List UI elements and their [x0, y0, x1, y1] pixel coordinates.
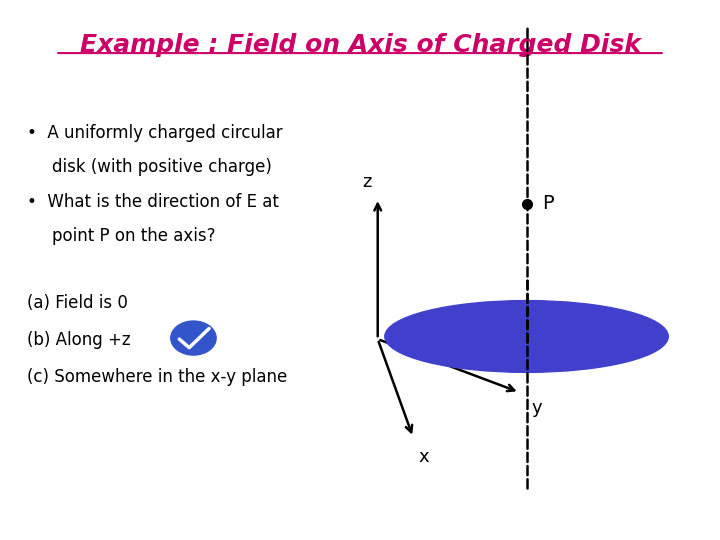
Text: •  What is the direction of E at: • What is the direction of E at — [27, 193, 279, 211]
Ellipse shape — [384, 301, 668, 373]
Circle shape — [171, 321, 216, 355]
Text: z: z — [362, 173, 372, 191]
Text: y: y — [531, 399, 542, 417]
Text: (c) Somewhere in the x-y plane: (c) Somewhere in the x-y plane — [27, 368, 287, 386]
Text: (a) Field is 0: (a) Field is 0 — [27, 294, 128, 312]
Text: •  A uniformly charged circular: • A uniformly charged circular — [27, 124, 282, 142]
Text: point P on the axis?: point P on the axis? — [52, 227, 215, 246]
Text: Example : Field on Axis of Charged Disk: Example : Field on Axis of Charged Disk — [79, 33, 641, 57]
Text: (b) Along +z: (b) Along +z — [27, 331, 130, 349]
Text: P: P — [542, 194, 554, 213]
Text: x: x — [418, 448, 429, 466]
Text: disk (with positive charge): disk (with positive charge) — [52, 158, 271, 177]
